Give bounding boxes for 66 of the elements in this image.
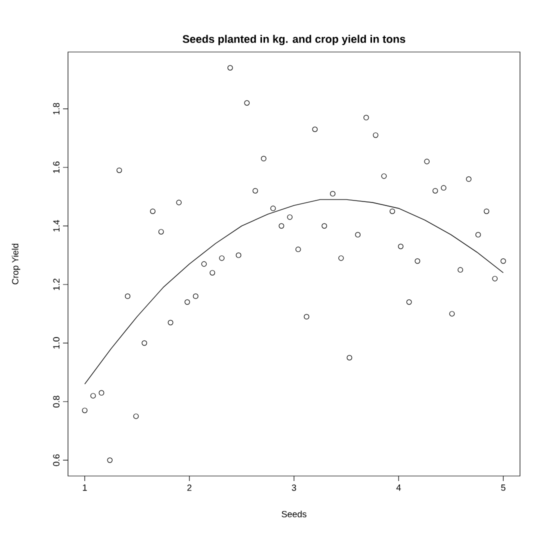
point bbox=[219, 255, 225, 261]
x-tick-label: 2 bbox=[187, 484, 192, 491]
point bbox=[458, 267, 464, 273]
point bbox=[414, 258, 420, 264]
point bbox=[124, 294, 130, 299]
point bbox=[432, 188, 438, 194]
point bbox=[210, 270, 216, 276]
y-tick-label: 1.8 bbox=[53, 102, 60, 114]
point bbox=[406, 299, 412, 305]
point bbox=[363, 114, 369, 120]
point bbox=[330, 191, 336, 196]
point bbox=[90, 393, 96, 398]
point bbox=[236, 252, 242, 258]
point bbox=[270, 206, 276, 212]
y-tick-label: 1.4 bbox=[53, 220, 60, 232]
point bbox=[322, 223, 328, 229]
point bbox=[449, 311, 455, 316]
point bbox=[142, 340, 148, 346]
point bbox=[390, 208, 396, 214]
x-axis-title: Seeds bbox=[282, 510, 306, 518]
point bbox=[107, 457, 113, 463]
y-tick-label: 0.8 bbox=[53, 396, 60, 408]
point bbox=[372, 132, 378, 138]
chart-title: Seeds planted in kg. and crop yield in tons bbox=[182, 34, 406, 46]
x-tick-label: 4 bbox=[396, 484, 401, 491]
point bbox=[492, 276, 498, 282]
point bbox=[381, 173, 387, 179]
point bbox=[260, 156, 266, 162]
point bbox=[338, 255, 344, 261]
point bbox=[466, 176, 472, 182]
point bbox=[82, 408, 88, 414]
point bbox=[192, 294, 198, 299]
point bbox=[98, 390, 104, 396]
point bbox=[440, 185, 446, 191]
point bbox=[150, 208, 156, 214]
point bbox=[168, 320, 174, 326]
x-tick-label: 1 bbox=[82, 484, 87, 491]
point bbox=[158, 229, 164, 234]
point bbox=[252, 188, 258, 194]
point bbox=[227, 65, 233, 71]
point bbox=[484, 208, 490, 214]
y-axis-title: Crop Yield bbox=[12, 244, 20, 284]
point bbox=[346, 355, 352, 360]
point bbox=[201, 261, 207, 267]
point bbox=[312, 126, 318, 132]
point bbox=[355, 232, 361, 238]
point bbox=[424, 158, 430, 164]
point bbox=[176, 200, 182, 206]
point bbox=[398, 244, 404, 250]
point bbox=[244, 100, 250, 106]
y-tick-label: 1.6 bbox=[53, 162, 60, 173]
point bbox=[475, 232, 481, 238]
y-tick-label: 1.0 bbox=[53, 337, 60, 349]
point bbox=[278, 223, 284, 229]
point bbox=[500, 258, 506, 264]
x-tick-label: 5 bbox=[501, 484, 506, 491]
y-tick-label: 0.6 bbox=[53, 454, 60, 466]
x-tick-label: 3 bbox=[292, 484, 296, 491]
point bbox=[184, 299, 190, 305]
line-series bbox=[84, 199, 504, 384]
point bbox=[116, 168, 122, 173]
point bbox=[295, 246, 301, 252]
point bbox=[304, 314, 310, 320]
point bbox=[287, 214, 293, 220]
y-tick-label: 1.2 bbox=[53, 278, 60, 290]
point bbox=[133, 414, 139, 419]
